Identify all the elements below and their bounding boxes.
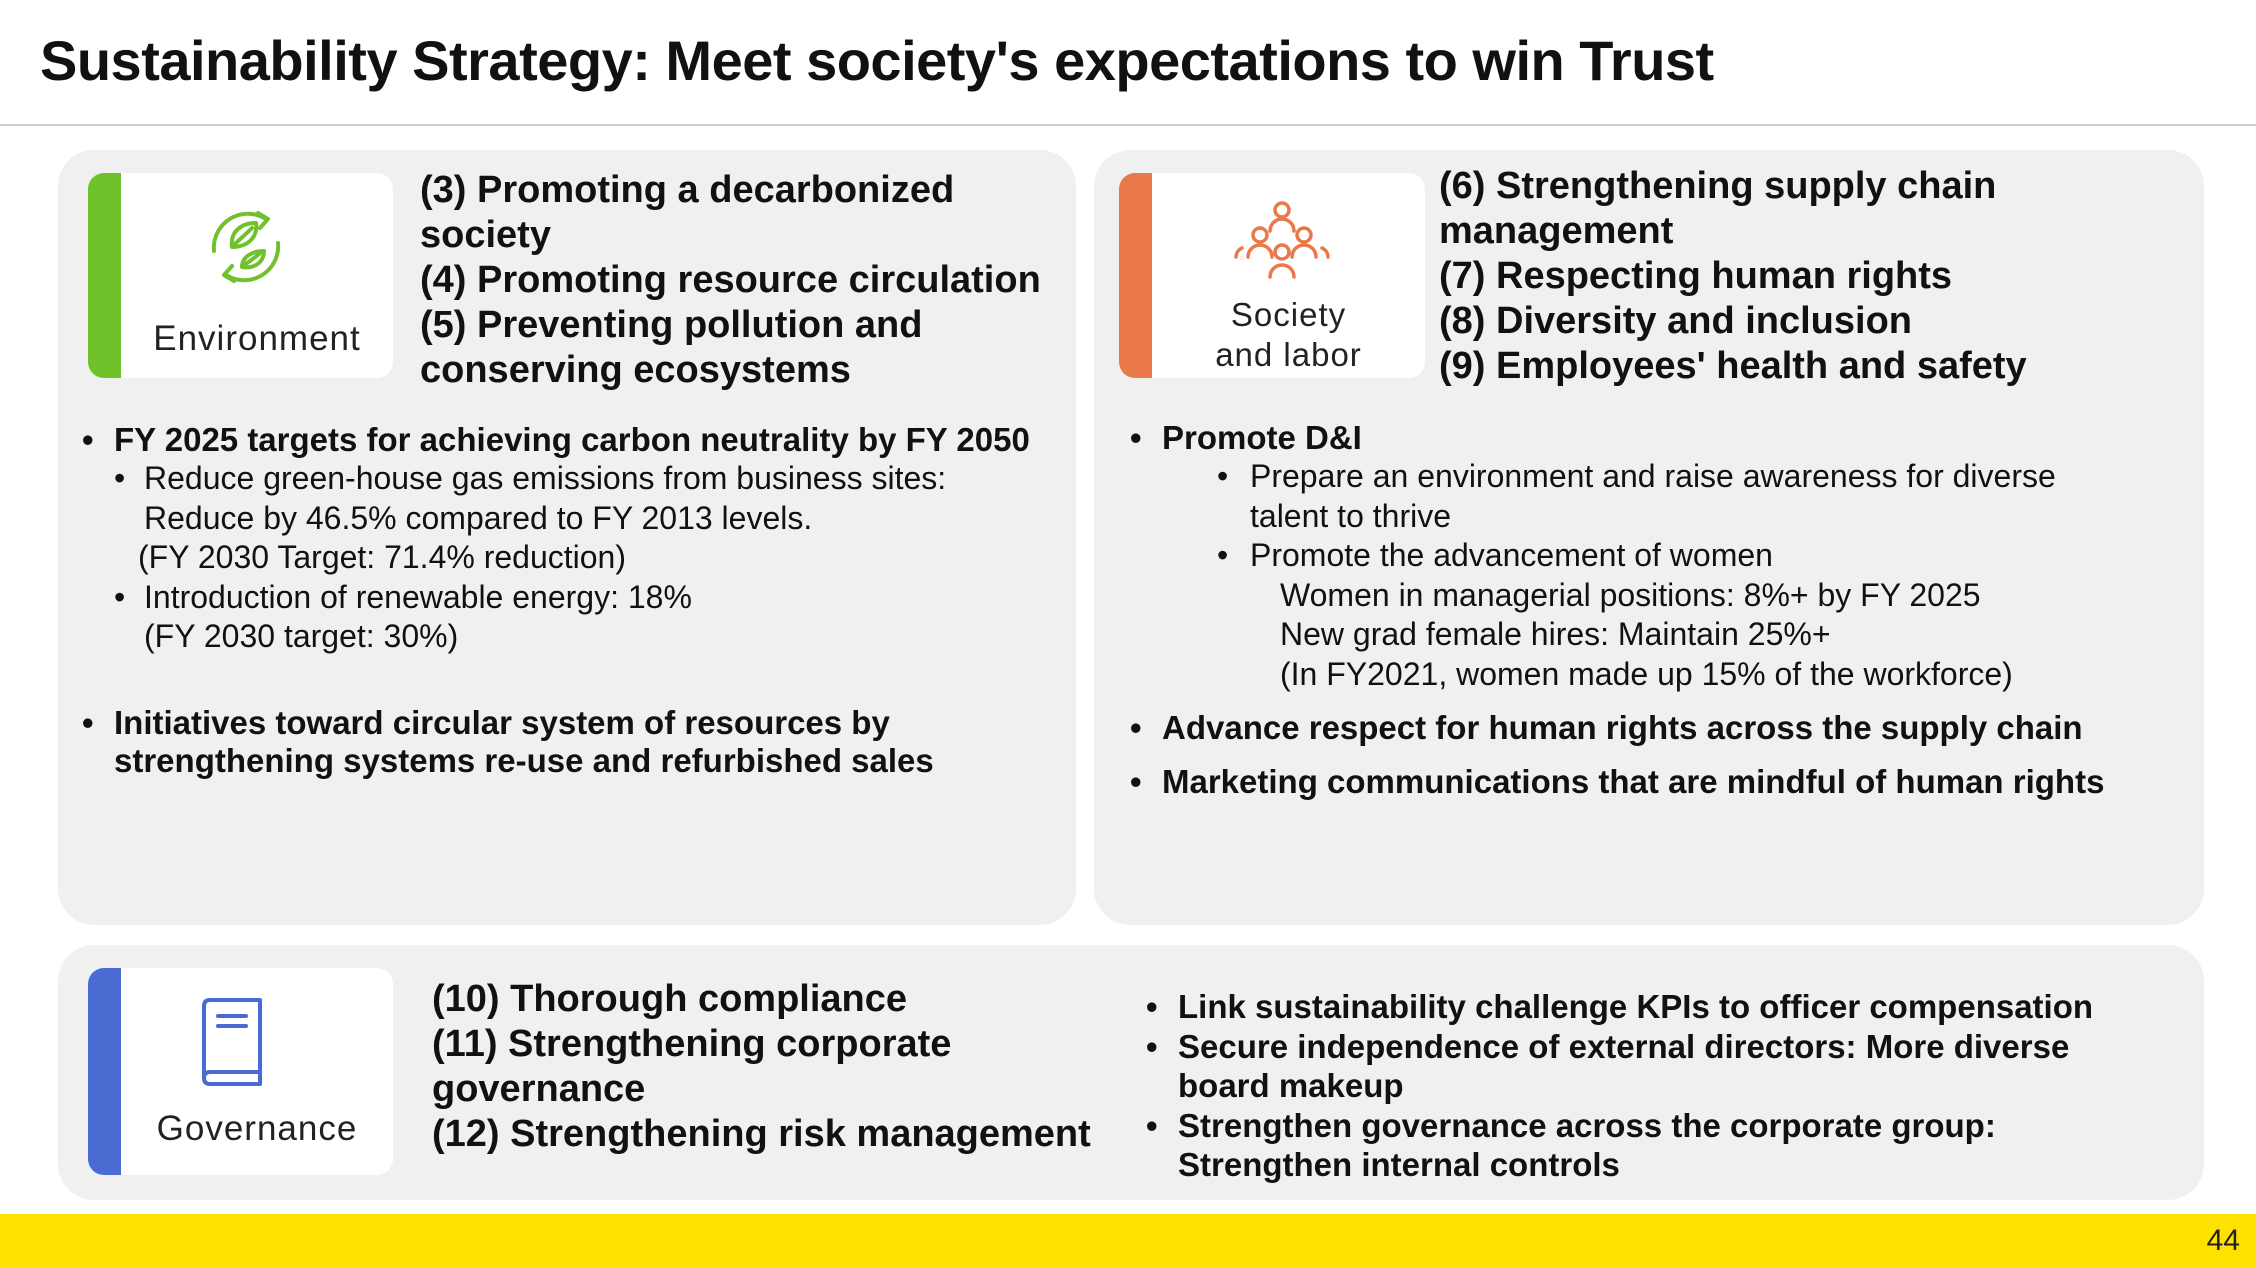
governance-label: Governance [156, 1109, 358, 1148]
sub-bullet-note: (FY 2030 Target: 71.4% reduction) [138, 539, 626, 575]
bullet-item: FY 2025 targets for achieving carbon neu… [60, 420, 1070, 657]
society-accent-bar [1119, 173, 1152, 378]
society-label-line: Society [1230, 296, 1347, 333]
bullet-text: FY 2025 targets for achieving carbon neu… [114, 421, 1030, 458]
theme-line: conserving ecosystems [420, 349, 851, 391]
bullet-line: Link sustainability challenge KPIs to of… [1178, 988, 2094, 1025]
bullet-text: Promote D&I [1162, 419, 1362, 456]
society-bullets: Promote D&I Prepare an environment and r… [1108, 418, 2198, 801]
bullet-item: Promote D&I Prepare an environment and r… [1108, 418, 2198, 694]
bullet-line: Secure independence of external director… [1178, 1027, 2070, 1065]
bullet-text: Advance respect for human rights across … [1162, 709, 2083, 746]
theme-line: (5) Preventing pollution and [420, 304, 923, 346]
bullet-text: Marketing communications that are mindfu… [1162, 763, 2105, 800]
footer-bar: 44 [0, 1214, 2256, 1268]
governance-card: Governance [88, 968, 393, 1175]
sub-bullet-note: (FY 2030 target: 30%) [144, 618, 459, 654]
sub-bullet-detail: Women in managerial positions: 8%+ by FY… [1280, 576, 1981, 613]
page-title: Sustainability Strategy: Meet society's … [40, 29, 1714, 92]
governance-bullets: Link sustainability challenge KPIs to of… [1124, 987, 2184, 1185]
sub-bullet-item: Prepare an environment and raise awarene… [1162, 457, 2198, 536]
people-group-icon [1234, 201, 1330, 279]
theme-line: (3) Promoting a decarbonized [420, 169, 955, 211]
theme-line: (10) Thorough compliance [432, 978, 908, 1020]
bullet-item: Secure independence of external director… [1124, 1027, 2184, 1106]
sub-bullet-item: Reduce green-house gas emissions from bu… [114, 459, 1070, 578]
bullet-item: Advance respect for human rights across … [1108, 708, 2198, 747]
sub-bullet-line: Promote the advancement of women [1250, 537, 1773, 573]
page-number: 44 [2206, 1224, 2240, 1257]
theme-line: (8) Diversity and inclusion [1439, 300, 1912, 342]
sub-bullet-detail: (In FY2021, women made up 15% of the wor… [1280, 655, 2013, 692]
bullet-line: strengthening systems re-use and refurbi… [114, 741, 934, 779]
sub-bullet-item: Promote the advancement of women Women i… [1162, 536, 2198, 694]
theme-line: (11) Strengthening corporate [432, 1023, 952, 1065]
sub-bullets: Prepare an environment and raise awarene… [1162, 457, 2198, 694]
environment-bullets: FY 2025 targets for achieving carbon neu… [60, 420, 1070, 780]
sub-bullet-line: talent to thrive [1250, 497, 1451, 534]
theme-line: governance [432, 1068, 646, 1110]
leaf-cycle-icon [211, 211, 281, 283]
theme-line: (9) Employees' health and safety [1439, 345, 2027, 387]
bullet-line: Initiatives toward circular system of re… [114, 703, 890, 741]
sub-bullet-detail: New grad female hires: Maintain 25%+ [1280, 616, 1831, 652]
sub-bullet-line: Reduce by 46.5% compared to FY 2013 leve… [144, 499, 813, 536]
book-icon [202, 998, 262, 1086]
theme-line: management [1439, 210, 1674, 252]
environment-card: Environment [88, 173, 393, 378]
theme-line: society [420, 214, 551, 256]
theme-line: (6) Strengthening supply chain [1439, 165, 1997, 207]
sub-bullet-line: Reduce green-house gas emissions from bu… [144, 460, 947, 496]
theme-line: (7) Respecting human rights [1439, 255, 1953, 297]
society-label: Society and labor [1152, 295, 1425, 375]
environment-label: Environment [153, 319, 361, 358]
bullet-item: Initiatives toward circular system of re… [60, 704, 1070, 780]
bullet-line: Strengthen internal controls [1178, 1146, 1620, 1183]
bullet-item: Marketing communications that are mindfu… [1108, 762, 2198, 801]
bullet-item: Strengthen governance across the corpora… [1124, 1106, 2184, 1185]
environment-themes: (3) Promoting a decarbonized society (4)… [420, 168, 1070, 393]
sub-bullets: Reduce green-house gas emissions from bu… [114, 459, 1070, 657]
bullet-line: board makeup [1178, 1067, 1404, 1104]
bullet-line: Strengthen governance across the corpora… [1178, 1106, 1996, 1144]
society-card: Society and labor [1119, 173, 1425, 378]
bullet-item: Link sustainability challenge KPIs to of… [1124, 987, 2184, 1027]
theme-line: (4) Promoting resource circulation [420, 259, 1041, 301]
governance-themes: (10) Thorough compliance (11) Strengthen… [432, 977, 1132, 1157]
sub-bullet-line: Introduction of renewable energy: 18% [144, 578, 692, 615]
governance-accent-bar [88, 968, 121, 1175]
title-divider [0, 124, 2256, 126]
sub-bullet-item: Introduction of renewable energy: 18% (F… [114, 578, 1070, 657]
theme-line: (12) Strengthening risk management [432, 1113, 1091, 1155]
society-label-line: and labor [1215, 336, 1362, 373]
sub-bullet-line: Prepare an environment and raise awarene… [1250, 458, 2056, 494]
society-themes: (6) Strengthening supply chain managemen… [1439, 164, 2179, 389]
environment-accent-bar [88, 173, 121, 378]
